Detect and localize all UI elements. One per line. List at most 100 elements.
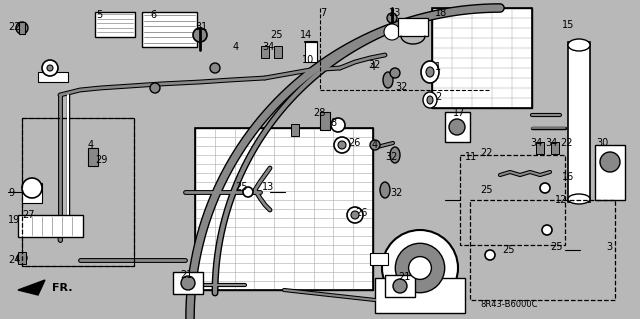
Text: 32: 32 <box>390 188 403 198</box>
Text: 22: 22 <box>480 148 493 158</box>
Bar <box>305 42 317 62</box>
Ellipse shape <box>426 67 434 77</box>
Text: 26: 26 <box>355 208 367 218</box>
Circle shape <box>181 276 195 290</box>
Circle shape <box>17 253 27 263</box>
Bar <box>568 42 590 202</box>
Circle shape <box>449 119 465 135</box>
Text: 32: 32 <box>368 60 380 70</box>
Bar <box>432 8 532 108</box>
Circle shape <box>384 24 400 40</box>
Text: 29: 29 <box>95 155 108 165</box>
Text: 26: 26 <box>348 138 360 148</box>
Circle shape <box>150 83 160 93</box>
Circle shape <box>393 279 407 293</box>
Bar <box>470 200 615 300</box>
Bar <box>261 46 269 58</box>
Bar <box>320 112 330 130</box>
Bar <box>195 128 373 290</box>
Bar <box>142 12 197 47</box>
Text: 8R43-B6000C: 8R43-B6000C <box>480 300 538 309</box>
Bar <box>445 112 470 142</box>
Circle shape <box>390 68 400 78</box>
Text: 9: 9 <box>8 188 14 198</box>
Text: 31: 31 <box>195 22 207 32</box>
Circle shape <box>243 187 253 197</box>
Circle shape <box>540 183 550 193</box>
Text: 7: 7 <box>320 8 326 18</box>
Text: 25: 25 <box>480 185 493 195</box>
Text: 28: 28 <box>313 108 325 118</box>
Text: 16: 16 <box>562 172 574 182</box>
Bar <box>274 46 282 58</box>
Bar <box>19 22 25 34</box>
Circle shape <box>331 118 345 132</box>
Text: 4: 4 <box>372 140 378 150</box>
Text: 4: 4 <box>233 42 239 52</box>
Bar <box>95 12 135 37</box>
Circle shape <box>408 256 431 279</box>
Text: 17: 17 <box>453 108 465 118</box>
Text: 18: 18 <box>435 8 447 18</box>
Bar <box>370 253 388 265</box>
Bar <box>536 142 544 154</box>
Bar <box>22 183 42 203</box>
Ellipse shape <box>568 194 590 204</box>
Bar <box>22 118 134 266</box>
Bar <box>173 272 203 294</box>
Circle shape <box>396 243 445 293</box>
Bar <box>385 275 415 297</box>
Circle shape <box>193 28 207 42</box>
Text: 23: 23 <box>388 8 401 18</box>
Bar <box>551 142 559 154</box>
Circle shape <box>382 230 458 306</box>
Text: 6: 6 <box>150 10 156 20</box>
Bar <box>18 252 26 264</box>
Text: 2: 2 <box>435 92 441 102</box>
Text: 22: 22 <box>8 22 20 32</box>
Circle shape <box>338 141 346 149</box>
Text: 32: 32 <box>385 152 397 162</box>
Circle shape <box>351 211 359 219</box>
Text: 15: 15 <box>562 20 574 30</box>
Circle shape <box>22 178 42 198</box>
Text: 27: 27 <box>22 210 35 220</box>
Text: 34: 34 <box>545 138 557 148</box>
Text: 21: 21 <box>398 272 410 282</box>
Text: 3: 3 <box>606 242 612 252</box>
Text: 4: 4 <box>88 140 94 150</box>
Ellipse shape <box>421 61 439 83</box>
Bar <box>38 72 68 82</box>
Circle shape <box>42 60 58 76</box>
Text: 11: 11 <box>465 152 477 162</box>
Text: 5: 5 <box>96 10 102 20</box>
Circle shape <box>485 250 495 260</box>
Ellipse shape <box>383 72 393 88</box>
Text: 4: 4 <box>370 62 376 72</box>
Ellipse shape <box>423 92 437 108</box>
Text: 13: 13 <box>262 182 275 192</box>
Ellipse shape <box>390 147 400 163</box>
Bar <box>18 215 83 237</box>
Text: 12: 12 <box>555 195 568 205</box>
Circle shape <box>600 152 620 172</box>
Bar <box>375 278 465 313</box>
Bar <box>460 155 565 245</box>
Circle shape <box>47 65 53 71</box>
Circle shape <box>334 137 350 153</box>
Text: 25: 25 <box>550 242 563 252</box>
Bar <box>398 18 428 36</box>
Text: 8: 8 <box>330 118 336 128</box>
Text: 32: 32 <box>395 82 408 92</box>
Text: 34: 34 <box>530 138 542 148</box>
Circle shape <box>387 13 397 23</box>
Text: 1: 1 <box>435 62 441 72</box>
Text: 21: 21 <box>180 270 193 280</box>
Ellipse shape <box>568 39 590 51</box>
Circle shape <box>347 207 363 223</box>
Text: 25: 25 <box>235 182 248 192</box>
Polygon shape <box>18 280 45 295</box>
Bar <box>195 128 373 290</box>
Ellipse shape <box>427 96 433 104</box>
Bar <box>432 8 532 108</box>
